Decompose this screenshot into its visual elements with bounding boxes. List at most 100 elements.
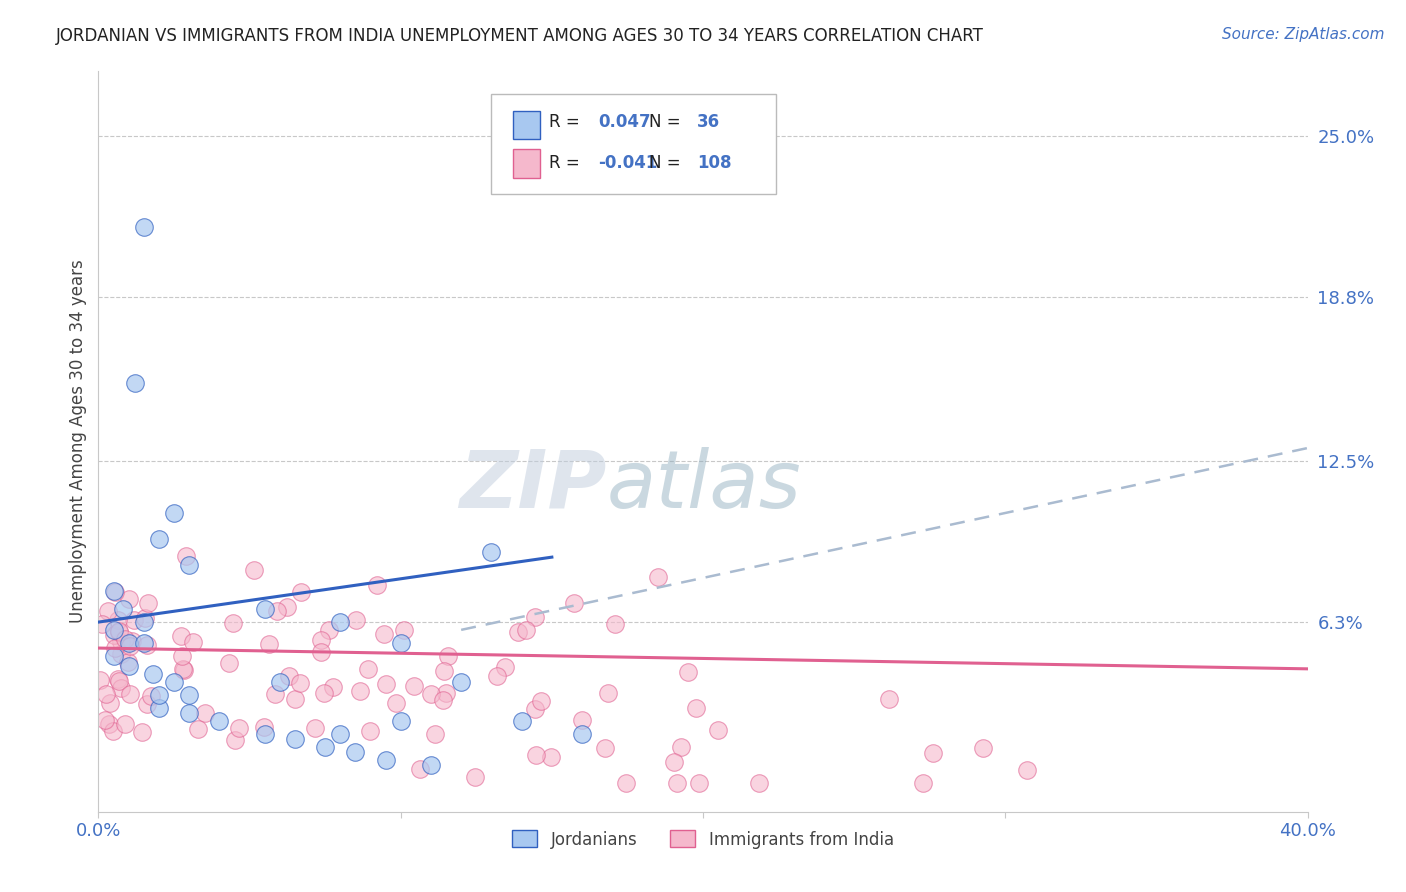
Point [131,725,153,739]
Point [253,602,276,616]
Point [114,632,136,646]
Text: -0.041: -0.041 [598,154,657,172]
Text: 0.047: 0.047 [598,113,651,131]
Point [134,611,156,625]
Point [174,549,197,563]
Point [172,662,194,676]
Point [523,609,546,624]
Text: N =: N = [648,154,681,172]
Point [1017,763,1039,777]
Point [436,648,458,663]
Point [530,694,553,708]
Point [103,648,125,663]
Text: R =: R = [550,113,581,131]
Point [344,745,367,759]
Point [148,532,170,546]
Point [266,604,288,618]
Point [276,599,298,614]
Point [748,776,770,790]
Point [419,687,441,701]
Point [349,683,371,698]
Point [423,727,446,741]
Point [97,604,120,618]
Text: ZIP: ZIP [458,447,606,525]
Point [596,686,619,700]
Point [179,688,201,702]
Point [122,613,145,627]
Point [104,585,127,599]
Point [524,747,547,762]
Point [284,692,307,706]
Point [173,663,195,677]
Y-axis label: Unemployment Among Ages 30 to 34 years: Unemployment Among Ages 30 to 34 years [69,260,87,624]
Point [136,638,159,652]
Point [911,776,934,790]
Point [374,677,396,691]
Point [172,648,194,663]
Point [264,687,287,701]
Point [432,693,454,707]
Point [222,615,245,630]
Point [136,596,159,610]
Point [148,688,170,702]
Point [108,624,131,639]
Point [385,696,408,710]
Point [179,558,201,572]
Point [284,731,307,746]
Point [571,727,593,741]
Point [685,701,707,715]
Point [678,665,700,679]
Text: N =: N = [648,113,681,131]
Point [408,762,430,776]
Point [98,696,121,710]
Point [107,624,129,638]
Point [314,739,336,754]
Point [394,624,416,638]
Text: JORDANIAN VS IMMIGRANTS FROM INDIA UNEMPLOYMENT AMONG AGES 30 TO 34 YEARS CORREL: JORDANIAN VS IMMIGRANTS FROM INDIA UNEMP… [56,27,984,45]
Point [329,727,352,741]
Point [972,740,994,755]
Point [187,722,209,736]
Point [290,676,312,690]
Point [243,563,266,577]
FancyBboxPatch shape [513,150,540,178]
Point [183,635,205,649]
Point [136,697,159,711]
Point [360,723,382,738]
Point [877,692,900,706]
Point [666,776,689,790]
Point [114,716,136,731]
Point [107,674,129,689]
Point [163,674,186,689]
Point [506,625,529,640]
Point [104,640,127,655]
Point [118,659,141,673]
Point [515,623,537,637]
Text: 108: 108 [697,154,731,172]
Point [253,720,276,734]
Point [277,668,299,682]
Point [510,714,533,728]
Point [89,673,111,687]
Point [593,740,616,755]
Point [96,687,118,701]
Point [304,721,326,735]
FancyBboxPatch shape [513,112,540,139]
Point [148,701,170,715]
Point [132,615,155,629]
Point [139,690,162,704]
Point [357,662,380,676]
Point [647,570,669,584]
Point [132,220,155,235]
Point [309,632,332,647]
Point [218,657,240,671]
Point [110,635,132,649]
Point [110,681,132,695]
Point [118,636,141,650]
Point [101,724,124,739]
FancyBboxPatch shape [492,94,776,194]
Point [329,615,352,629]
Point [562,596,585,610]
Point [481,545,503,559]
Point [571,714,593,728]
